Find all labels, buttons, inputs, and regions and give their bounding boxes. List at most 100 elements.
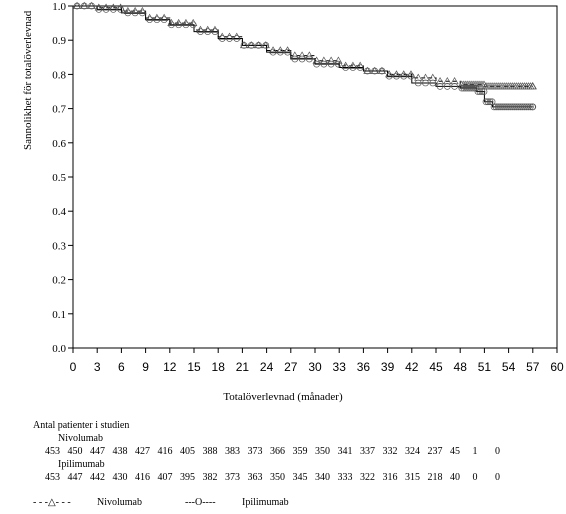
marker-ipilimumab: [371, 67, 379, 75]
x-tick-label: 57: [526, 360, 540, 374]
marker-nivolumab: [435, 77, 445, 85]
y-tick-label: 0.2: [52, 275, 66, 287]
marker-ipilimumab: [468, 84, 476, 92]
x-tick-label: 27: [284, 360, 298, 374]
marker-ipilimumab: [276, 48, 284, 56]
marker-ipilimumab: [139, 9, 146, 17]
legend-ipilimumab-label: Ipilimumab: [242, 497, 289, 508]
marker-nivolumab: [428, 73, 437, 81]
marker-ipilimumab: [429, 79, 437, 87]
marker-ipilimumab: [478, 88, 486, 95]
marker-nivolumab: [479, 80, 489, 88]
series-layer: [72, 1, 537, 111]
legend-nivolumab-label: Nivolumab: [97, 497, 142, 508]
x-tick-label: 30: [308, 360, 322, 374]
marker-nivolumab: [414, 73, 423, 81]
x-tick-label: 60: [550, 360, 564, 374]
plot-area: [72, 5, 558, 349]
x-tick-label: 39: [381, 360, 395, 374]
risk-count: 1: [472, 446, 478, 457]
marker-ipilimumab: [247, 41, 255, 49]
plot-border: [72, 5, 558, 349]
risk-count: 382: [202, 472, 218, 483]
marker-ipilimumab: [470, 84, 478, 92]
risk-count: 383: [225, 446, 240, 457]
marker-ipilimumab: [160, 16, 168, 24]
marker-ipilimumab: [393, 72, 400, 80]
marker-ipilimumab: [189, 21, 197, 29]
risk-count: 438: [112, 446, 128, 457]
risk-group-label: Nivolumab: [58, 433, 103, 444]
x-tick-label: 15: [187, 360, 201, 374]
risk-count: 359: [292, 446, 308, 457]
marker-ipilimumab: [320, 60, 328, 68]
marker-ipilimumab: [291, 55, 299, 63]
marker-ipilimumab: [233, 35, 241, 42]
legend-nivolumab-symbol: - - -△- - -: [33, 497, 71, 508]
risk-count: 350: [315, 446, 330, 457]
y-tick-label: 0.7: [52, 104, 66, 116]
marker-nivolumab: [305, 51, 314, 59]
marker-ipilimumab: [486, 98, 494, 106]
marker-ipilimumab: [313, 60, 320, 68]
marker-ipilimumab: [364, 67, 371, 75]
x-tick-label: 42: [405, 360, 419, 374]
marker-ipilimumab: [153, 16, 161, 24]
risk-count: 450: [67, 446, 83, 457]
x-tick-label: 24: [260, 360, 274, 374]
risk-count: 430: [112, 472, 128, 483]
marker-ipilimumab: [262, 41, 270, 49]
risk-count: 395: [180, 472, 195, 483]
risk-count: 416: [135, 472, 150, 483]
y-tick-label: 0.1: [52, 309, 66, 321]
marker-ipilimumab: [269, 48, 277, 56]
marker-ipilimumab: [476, 88, 484, 95]
risk-count: 324: [405, 446, 420, 457]
risk-count: 373: [247, 446, 263, 457]
risk-count: 373: [225, 472, 240, 483]
risk-count: 341: [337, 446, 353, 457]
legend-ipilimumab-symbol: ---O----: [185, 497, 216, 508]
x-tick-label: 18: [212, 360, 226, 374]
risk-count: 453: [45, 472, 60, 483]
y-tick-label: 0.4: [52, 206, 66, 218]
marker-ipilimumab: [484, 98, 492, 106]
marker-ipilimumab: [255, 41, 262, 49]
marker-ipilimumab: [525, 103, 532, 111]
marker-nivolumab: [443, 77, 452, 85]
risk-count: 40: [450, 472, 460, 483]
x-tick-label: 21: [236, 360, 250, 374]
x-tick-label: 3: [94, 360, 101, 374]
marker-nivolumab: [450, 77, 459, 85]
marker-ipilimumab: [385, 72, 393, 80]
marker-ipilimumab: [95, 6, 103, 13]
risk-count: 453: [45, 446, 60, 457]
y-tick-label: 0.6: [52, 138, 66, 150]
marker-ipilimumab: [342, 64, 350, 71]
y-tick-label: 0.5: [52, 172, 66, 184]
x-tick-label: 36: [357, 360, 371, 374]
x-tick-label: 33: [333, 360, 347, 374]
marker-ipilimumab: [131, 9, 139, 17]
marker-ipilimumab: [146, 16, 153, 24]
risk-count: 407: [157, 472, 173, 483]
marker-ipilimumab: [109, 6, 117, 13]
risk-count: 340: [315, 472, 330, 483]
x-tick-label: 6: [118, 360, 125, 374]
x-tick-label: 12: [163, 360, 177, 374]
x-tick-label: 54: [502, 360, 516, 374]
y-tick-label: 0.9: [52, 35, 66, 47]
risk-count: 350: [270, 472, 285, 483]
risk-count: 427: [135, 446, 150, 457]
x-tick-label: 45: [429, 360, 443, 374]
marker-ipilimumab: [443, 83, 451, 90]
marker-ipilimumab: [182, 21, 190, 29]
marker-ipilimumab: [422, 79, 429, 87]
marker-ipilimumab: [168, 21, 175, 29]
risk-count: 363: [247, 472, 263, 483]
series-line-nivolumab: [73, 5, 533, 87]
marker-ipilimumab: [218, 35, 226, 42]
risk-count: 405: [180, 446, 195, 457]
risk-count: 45: [450, 446, 460, 457]
risk-count: 315: [405, 472, 420, 483]
